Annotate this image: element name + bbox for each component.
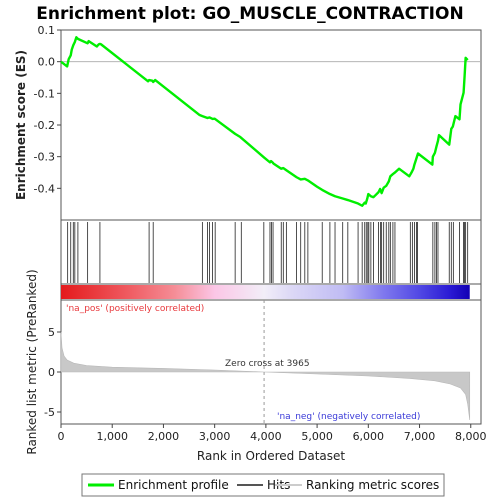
es-axis-label: Enrichment score (ES) (14, 50, 28, 200)
metric-panel (60, 299, 482, 425)
x-axis-label: Rank in Ordered Dataset (197, 449, 345, 463)
x-tick-label: 3,000 (199, 430, 231, 443)
x-tick-label: 0 (58, 430, 65, 443)
es-curve (60, 36, 481, 207)
x-tick-label: 2,000 (148, 430, 180, 443)
x-tick-label: 5,000 (301, 430, 333, 443)
x-tick-label: 7,000 (404, 430, 436, 443)
metric-tick-label: 5 (48, 326, 55, 339)
hits-panel (60, 219, 482, 285)
metric-tick-label: 0 (48, 366, 55, 379)
heatmap-gradient (61, 285, 470, 299)
metric-axis-label: Ranked list metric (PreRanked) (25, 269, 39, 454)
es-panel (60, 29, 482, 221)
es-tick-label: 0.0 (38, 56, 56, 69)
axes: 0.10.0-0.1-0.2-0.3-0.450-50 1,000 2,000 3,0… (34, 24, 487, 443)
legend-label-enrichment: Enrichment profile (118, 478, 229, 492)
chart-title: Enrichment plot: GO_MUSCLE_CONTRACTION (36, 4, 463, 24)
metric-series (60, 331, 471, 421)
pos-label: 'na_pos' (positively correlated) (66, 304, 204, 314)
rank-heatmap (61, 285, 470, 299)
x-tick-label: 1,000 (96, 430, 128, 443)
metric-tick-label: -5 (44, 406, 55, 419)
es-tick-label: -0.1 (34, 87, 55, 100)
es-tick-label: 0.1 (38, 24, 56, 37)
neg-label: 'na_neg' (negatively correlated) (277, 412, 420, 422)
es-tick-label: -0.2 (34, 119, 55, 132)
x-tick-label: 6,000 (353, 430, 385, 443)
hit-lines (67, 222, 469, 283)
legend-label-metric: Ranking metric scores (306, 478, 439, 492)
x-tick-label: 8,000 (455, 430, 487, 443)
es-tick-label: -0.4 (34, 182, 55, 195)
x-tick-label: 4,000 (250, 430, 282, 443)
zero-cross-label: Zero cross at 3965 (225, 359, 310, 369)
es-tick-label: -0.3 (34, 151, 55, 164)
series-enrichment-profile (60, 36, 469, 207)
metric-area (60, 300, 471, 424)
